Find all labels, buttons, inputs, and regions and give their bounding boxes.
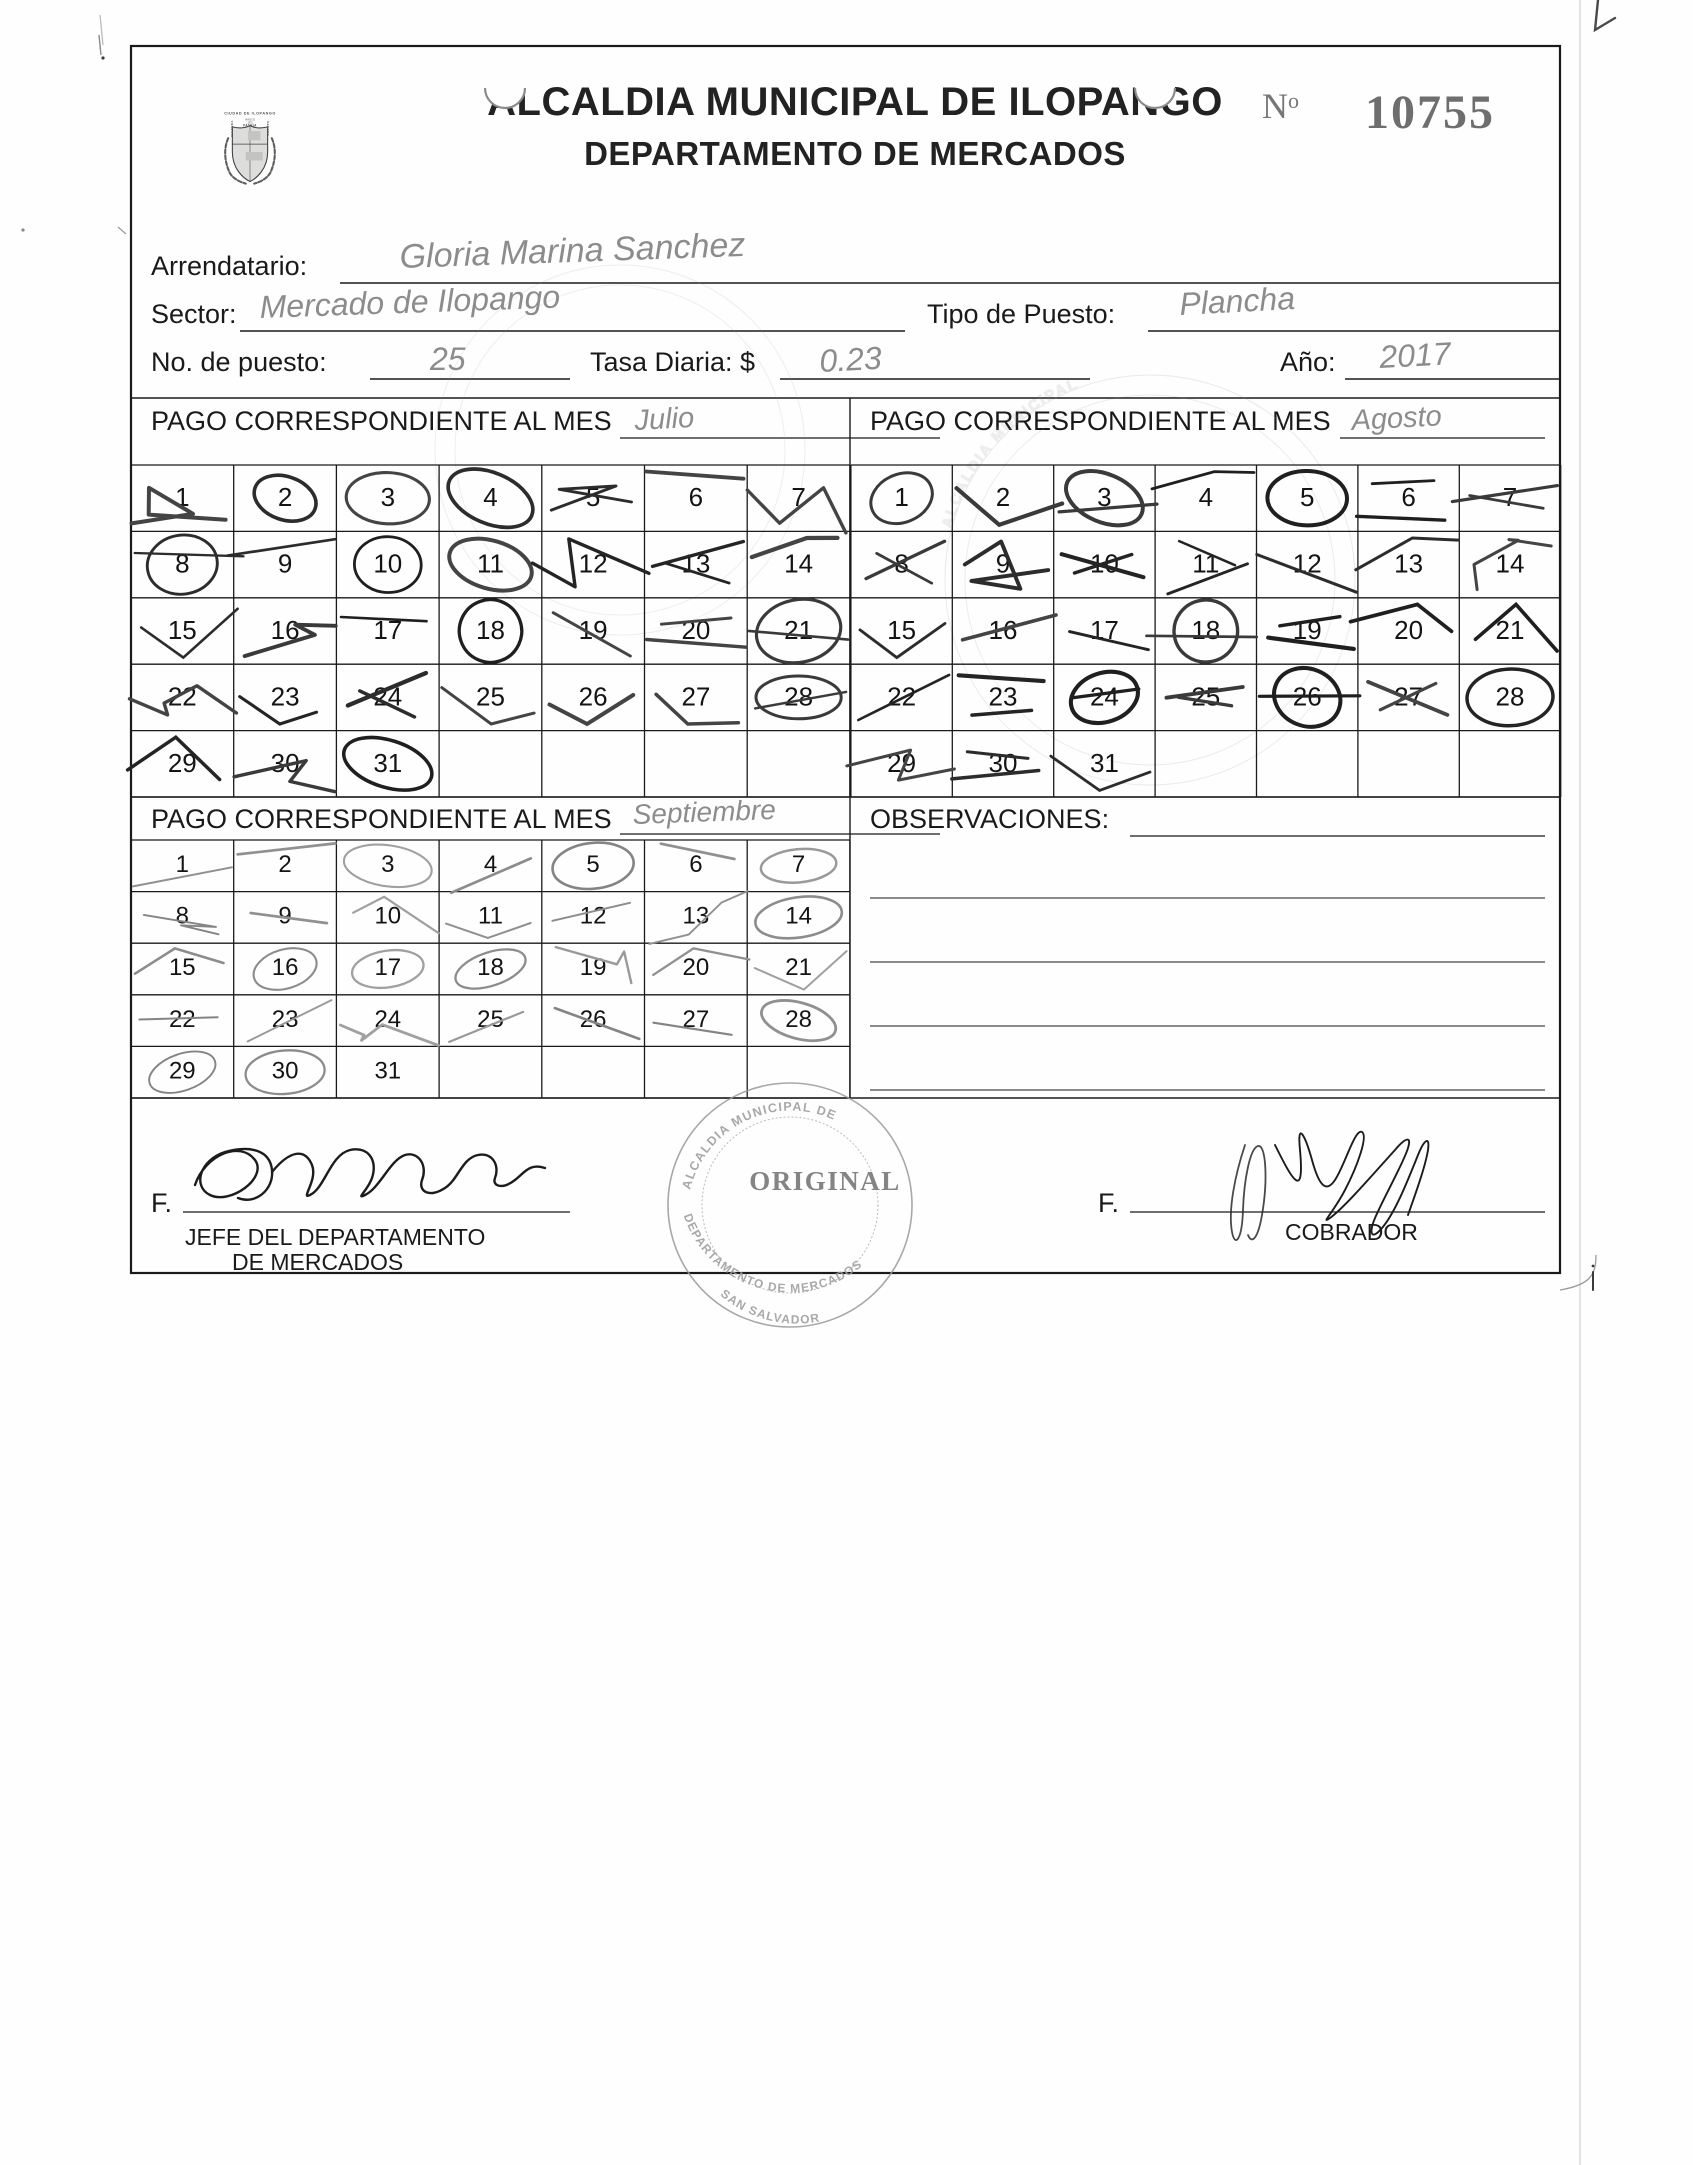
svg-text:18: 18 bbox=[1191, 615, 1220, 645]
svg-text:27: 27 bbox=[681, 681, 710, 711]
svg-text:0.23: 0.23 bbox=[818, 340, 882, 379]
svg-text:Agosto: Agosto bbox=[1349, 400, 1443, 437]
svg-text:JEFE DEL DEPARTAMENTO: JEFE DEL DEPARTAMENTO bbox=[185, 1224, 485, 1250]
svg-text:10755: 10755 bbox=[1365, 86, 1495, 139]
svg-text:Arrendatario:: Arrendatario: bbox=[151, 251, 307, 281]
svg-text:28: 28 bbox=[785, 1006, 812, 1033]
svg-text:2: 2 bbox=[278, 482, 292, 512]
svg-text:31: 31 bbox=[374, 1057, 401, 1084]
svg-text:Año:: Año: bbox=[1280, 347, 1336, 377]
svg-text:15: 15 bbox=[169, 954, 196, 981]
svg-text:22: 22 bbox=[887, 681, 916, 711]
svg-text:15: 15 bbox=[168, 615, 197, 645]
svg-text:20: 20 bbox=[1394, 615, 1423, 645]
svg-text:Septiembre: Septiembre bbox=[632, 794, 776, 830]
svg-text:1: 1 bbox=[894, 482, 908, 512]
svg-text:5: 5 bbox=[586, 851, 599, 878]
svg-text:COBRADOR: COBRADOR bbox=[1285, 1219, 1418, 1245]
svg-text:PAGO CORRESPONDIENTE AL MES: PAGO CORRESPONDIENTE AL MES bbox=[151, 406, 612, 436]
svg-text:No: No bbox=[1262, 86, 1299, 126]
svg-text:13: 13 bbox=[1394, 549, 1423, 579]
svg-text:25: 25 bbox=[429, 341, 466, 377]
svg-text:CULTURA: CULTURA bbox=[230, 120, 234, 137]
svg-text:14: 14 bbox=[785, 903, 812, 930]
svg-text:16: 16 bbox=[272, 954, 299, 981]
svg-text:12: 12 bbox=[580, 903, 607, 930]
svg-text:11: 11 bbox=[477, 549, 504, 579]
svg-text:31: 31 bbox=[1090, 748, 1119, 778]
svg-text:3: 3 bbox=[381, 482, 395, 512]
svg-text:29: 29 bbox=[169, 1057, 196, 1084]
svg-text:4: 4 bbox=[483, 482, 497, 512]
svg-text:30: 30 bbox=[272, 1057, 299, 1084]
svg-text:11: 11 bbox=[478, 903, 503, 930]
svg-text:GENERO: GENERO bbox=[266, 121, 270, 137]
svg-text:14: 14 bbox=[1496, 549, 1525, 579]
svg-text:PAGO CORRESPONDIENTE AL MES: PAGO CORRESPONDIENTE AL MES bbox=[870, 406, 1331, 436]
svg-text:21: 21 bbox=[785, 954, 812, 981]
svg-text:ANNO 25: ANNO 25 bbox=[245, 119, 256, 122]
svg-text:5: 5 bbox=[1300, 482, 1314, 512]
svg-text:Mercado de Ilopango: Mercado de Ilopango bbox=[259, 279, 561, 325]
svg-text:23: 23 bbox=[989, 681, 1018, 711]
svg-text:Sector:: Sector: bbox=[151, 299, 237, 329]
svg-text:23: 23 bbox=[271, 681, 300, 711]
svg-text:F.: F. bbox=[1098, 1188, 1119, 1218]
svg-text:Tasa Diaria: $: Tasa Diaria: $ bbox=[590, 347, 755, 377]
svg-text:13: 13 bbox=[683, 903, 710, 930]
svg-text:7: 7 bbox=[1503, 482, 1517, 512]
svg-text:Plancha: Plancha bbox=[1178, 280, 1295, 322]
svg-text:26: 26 bbox=[579, 681, 608, 711]
svg-text:6: 6 bbox=[1401, 482, 1415, 512]
svg-text:25: 25 bbox=[476, 681, 505, 711]
svg-text:21: 21 bbox=[784, 615, 813, 645]
svg-text:PAGO CORRESPONDIENTE AL MES: PAGO CORRESPONDIENTE AL MES bbox=[151, 804, 612, 834]
svg-text:25: 25 bbox=[1191, 681, 1220, 711]
svg-text:6: 6 bbox=[689, 482, 703, 512]
svg-text:1: 1 bbox=[176, 851, 189, 878]
svg-text:10: 10 bbox=[373, 549, 402, 579]
svg-text:9: 9 bbox=[278, 549, 292, 579]
svg-text:20: 20 bbox=[683, 954, 710, 981]
svg-text:F.: F. bbox=[151, 1188, 172, 1218]
svg-text:DEPARTAMENTO DE MERCADOS: DEPARTAMENTO DE MERCADOS bbox=[681, 1212, 865, 1296]
svg-text:17: 17 bbox=[374, 954, 401, 981]
svg-text:2017: 2017 bbox=[1377, 335, 1452, 375]
svg-text:18: 18 bbox=[476, 615, 505, 645]
svg-text:3: 3 bbox=[381, 851, 394, 878]
svg-text:15: 15 bbox=[887, 615, 916, 645]
svg-text:No. de puesto:: No. de puesto: bbox=[151, 347, 327, 377]
svg-text:7: 7 bbox=[792, 851, 805, 878]
svg-text:28: 28 bbox=[784, 681, 813, 711]
svg-text:OBSERVACIONES:: OBSERVACIONES: bbox=[870, 804, 1109, 834]
svg-text:18: 18 bbox=[477, 954, 504, 981]
svg-text:2: 2 bbox=[278, 851, 291, 878]
svg-text:22: 22 bbox=[168, 681, 197, 711]
svg-text:14: 14 bbox=[784, 549, 813, 579]
svg-text:CIUDAD DE ILOPANGO: CIUDAD DE ILOPANGO bbox=[224, 112, 276, 116]
svg-text:Tipo de Puesto:: Tipo de Puesto: bbox=[927, 299, 1115, 329]
svg-text:ORIGINAL: ORIGINAL bbox=[749, 1166, 901, 1196]
svg-text:2: 2 bbox=[996, 482, 1010, 512]
svg-text:ALCALDIA MUNICIPAL DE ILOPANGO: ALCALDIA MUNICIPAL DE ILOPANGO bbox=[487, 80, 1223, 124]
svg-text:8: 8 bbox=[175, 549, 189, 579]
svg-text:DE MERCADOS: DE MERCADOS bbox=[232, 1249, 403, 1275]
svg-text:Julio: Julio bbox=[633, 402, 695, 437]
svg-text:DEPARTAMENTO DE MERCADOS: DEPARTAMENTO DE MERCADOS bbox=[584, 135, 1126, 172]
svg-text:28: 28 bbox=[1496, 681, 1525, 711]
svg-text:4: 4 bbox=[1199, 482, 1213, 512]
svg-text:Gloria Marina Sanchez: Gloria Marina Sanchez bbox=[399, 226, 746, 276]
svg-text:PATRIA: PATRIA bbox=[243, 123, 257, 127]
svg-text:6: 6 bbox=[689, 851, 702, 878]
svg-text:31: 31 bbox=[373, 748, 402, 778]
